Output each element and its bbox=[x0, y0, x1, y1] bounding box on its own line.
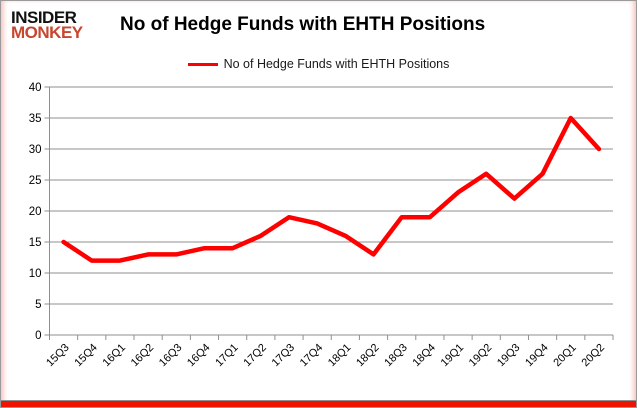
y-axis-label: 5 bbox=[35, 299, 41, 311]
x-axis-label: 19Q3 bbox=[495, 342, 523, 370]
series-line bbox=[61, 115, 602, 263]
y-axis-label: 20 bbox=[29, 206, 42, 218]
y-axis-label: 40 bbox=[29, 82, 42, 94]
x-axis-label: 17Q3 bbox=[270, 342, 298, 370]
x-axis-label: 19Q4 bbox=[523, 342, 551, 370]
y-axis-label: 25 bbox=[29, 175, 42, 187]
legend-line-swatch bbox=[187, 62, 218, 66]
x-axis-label: 19Q1 bbox=[439, 342, 467, 370]
insider-monkey-logo: INSIDER MONKEY bbox=[11, 8, 83, 42]
chart-title: No of Hedge Funds with EHTH Positions bbox=[120, 14, 486, 35]
logo-text-monkey: MONKEY bbox=[11, 23, 83, 42]
x-axis-label: 15Q4 bbox=[72, 342, 100, 370]
y-axis-label: 0 bbox=[35, 330, 41, 342]
x-axis-label: 16Q4 bbox=[185, 342, 213, 370]
y-axis-label: 30 bbox=[29, 144, 42, 156]
x-axis-label: 16Q2 bbox=[129, 342, 157, 370]
x-axis-label: 18Q1 bbox=[326, 342, 354, 370]
legend: No of Hedge Funds with EHTH Positions bbox=[1, 57, 636, 71]
x-axis-label: 18Q4 bbox=[410, 342, 438, 370]
x-axis-label: 18Q2 bbox=[354, 342, 382, 370]
x-axis-label: 20Q2 bbox=[580, 342, 608, 370]
x-axis-label: 16Q3 bbox=[157, 342, 185, 370]
y-axis-label: 15 bbox=[29, 237, 42, 249]
x-axis-label: 17Q1 bbox=[213, 342, 241, 370]
logo-text-insider: INSIDER bbox=[11, 8, 77, 27]
x-axis-label: 17Q2 bbox=[241, 342, 269, 370]
x-axis-label: 16Q1 bbox=[101, 342, 129, 370]
x-axis-label: 15Q3 bbox=[44, 342, 72, 370]
x-axis-label: 20Q1 bbox=[551, 342, 579, 370]
x-axis-label: 18Q3 bbox=[382, 342, 410, 370]
legend-label: No of Hedge Funds with EHTH Positions bbox=[223, 57, 450, 71]
bottom-accent-bar bbox=[1, 400, 636, 407]
y-axis-label: 10 bbox=[29, 268, 42, 280]
x-axis-label: 17Q4 bbox=[298, 342, 326, 370]
y-axis-label: 35 bbox=[29, 113, 42, 125]
x-axis-label: 19Q2 bbox=[467, 342, 495, 370]
